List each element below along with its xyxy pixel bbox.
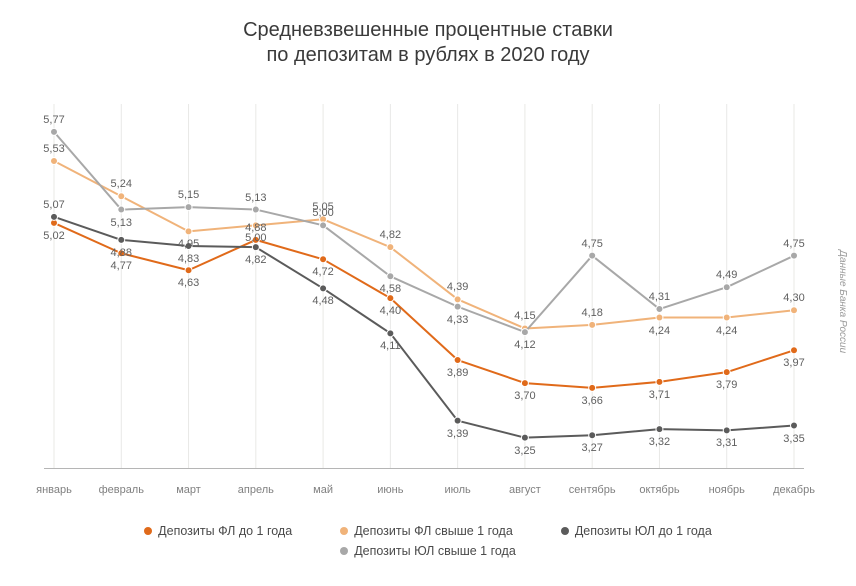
legend-label: Депозиты ФЛ до 1 года <box>158 524 292 538</box>
legend-label: Депозиты ЮЛ до 1 года <box>575 524 712 538</box>
legend: Депозиты ФЛ до 1 года Депозиты ФЛ свыше 1… <box>0 524 856 558</box>
legend-marker <box>340 547 348 555</box>
legend-item-fl_lt1: Депозиты ФЛ до 1 года <box>144 524 292 538</box>
x-axis-label: февраль <box>99 484 144 496</box>
source-label: Данные Банка России <box>837 250 848 353</box>
x-axis-label: май <box>313 484 333 496</box>
x-axis-label: сентябрь <box>569 484 616 496</box>
legend-label: Депозиты ФЛ свыше 1 года <box>354 524 513 538</box>
legend-item-fl_gt1: Депозиты ФЛ свыше 1 года <box>340 524 513 538</box>
title-line-2: по депозитам в рублях в 2020 году <box>266 44 589 66</box>
x-axis-label: январь <box>36 484 72 496</box>
chart-title: Средневзвешенные процентные ставки по де… <box>0 18 856 68</box>
x-axis-label: март <box>176 484 201 496</box>
x-axis-label: ноябрь <box>709 484 745 496</box>
x-axis-labels: январьфевральмартапрельмайиюньиюльавгуст… <box>44 484 804 504</box>
x-axis-label: август <box>509 484 541 496</box>
x-axis-label: октябрь <box>639 484 679 496</box>
legend-label: Депозиты ЮЛ свыше 1 года <box>354 544 516 558</box>
legend-item-ul_lt1: Депозиты ЮЛ до 1 года <box>561 524 712 538</box>
x-axis-label: апрель <box>238 484 274 496</box>
legend-item-ul_gt1: Депозиты ЮЛ свыше 1 года <box>340 544 516 558</box>
chart-plot-area: 5,024,774,634,884,724,403,893,703,663,71… <box>44 96 804 476</box>
legend-marker <box>340 527 348 535</box>
legend-marker <box>144 527 152 535</box>
x-axis-label: июнь <box>377 484 403 496</box>
chart-svg <box>44 96 804 476</box>
x-axis-label: июль <box>444 484 470 496</box>
title-line-1: Средневзвешенные процентные ставки <box>243 19 613 41</box>
legend-marker <box>561 527 569 535</box>
x-axis-label: декабрь <box>773 484 815 496</box>
